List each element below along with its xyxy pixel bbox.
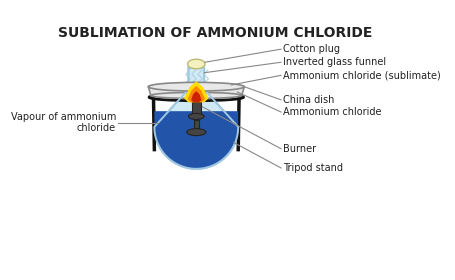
Polygon shape <box>188 87 204 102</box>
Polygon shape <box>185 82 207 102</box>
Text: Cotton plug: Cotton plug <box>283 44 340 54</box>
Text: Burner: Burner <box>283 144 316 154</box>
Polygon shape <box>154 67 238 169</box>
Text: Ammonium chloride (sublimate): Ammonium chloride (sublimate) <box>283 70 440 80</box>
Text: Ammonium chloride: Ammonium chloride <box>283 107 381 117</box>
Text: Inverted glass funnel: Inverted glass funnel <box>283 57 386 67</box>
Ellipse shape <box>187 59 205 69</box>
Text: China dish: China dish <box>283 95 334 105</box>
Ellipse shape <box>187 129 206 136</box>
Text: Tripod stand: Tripod stand <box>283 163 343 173</box>
Polygon shape <box>154 111 238 169</box>
Bar <box>192 102 201 117</box>
Text: SUBLIMATION OF AMMONIUM CHLORIDE: SUBLIMATION OF AMMONIUM CHLORIDE <box>58 26 373 40</box>
Polygon shape <box>148 87 244 95</box>
Ellipse shape <box>148 82 244 91</box>
Ellipse shape <box>151 92 242 99</box>
Text: Vapour of ammonium
chloride: Vapour of ammonium chloride <box>10 112 116 133</box>
Ellipse shape <box>188 113 204 120</box>
Polygon shape <box>192 92 201 102</box>
Bar <box>194 120 199 132</box>
